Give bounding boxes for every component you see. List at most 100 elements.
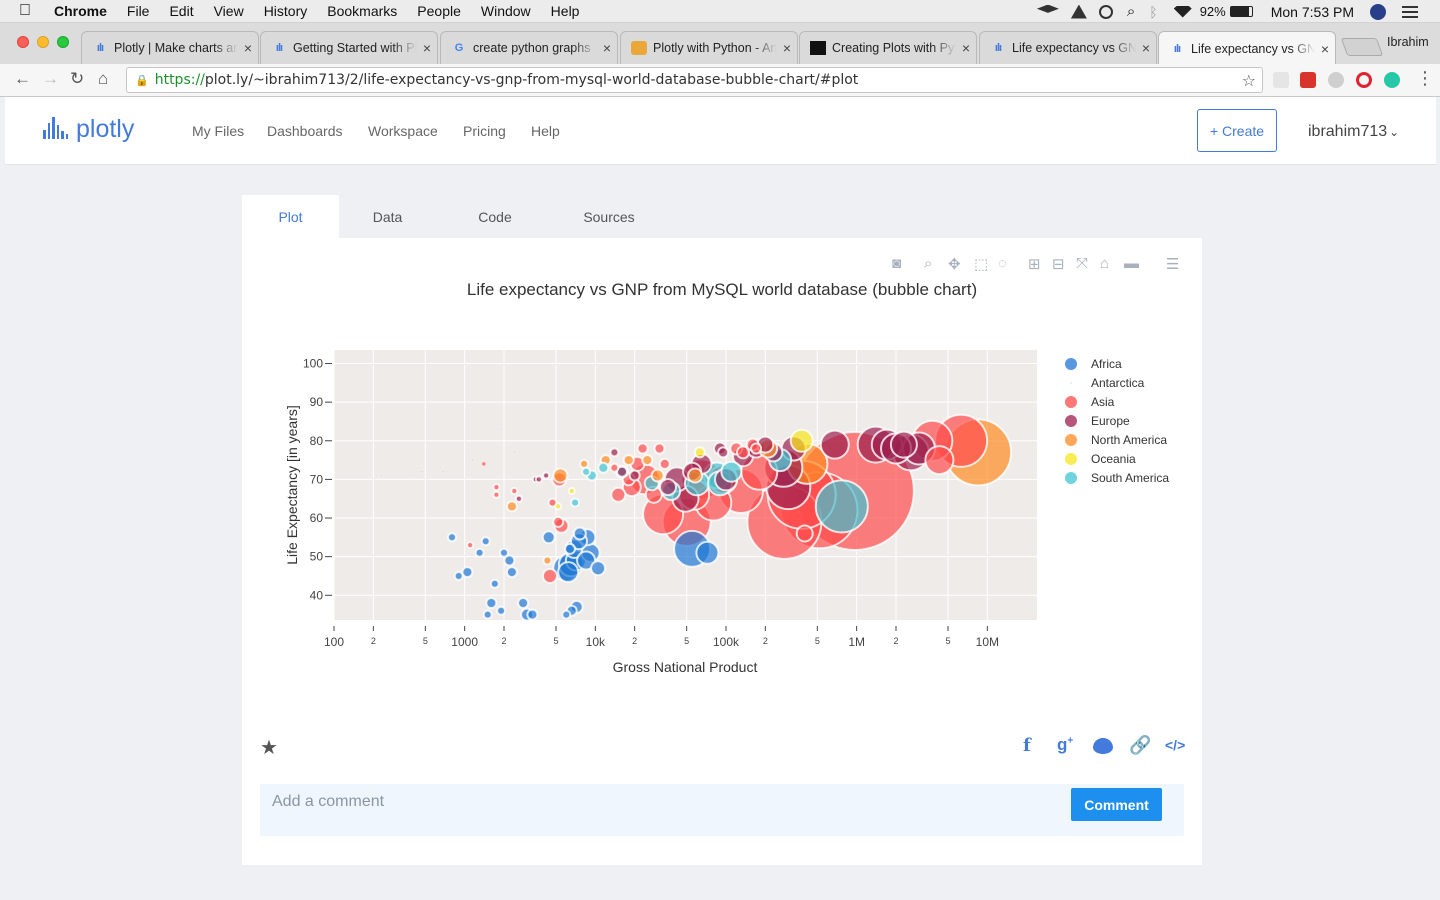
browser-tab[interactable]: Creating Plots with Python × bbox=[799, 31, 977, 64]
apple-icon[interactable]:  bbox=[19, 2, 35, 20]
bubble-africa[interactable] bbox=[485, 597, 498, 609]
close-tab-icon[interactable]: × bbox=[602, 40, 612, 56]
bubble-north-america[interactable] bbox=[579, 458, 590, 469]
bubble-europe[interactable] bbox=[628, 469, 641, 482]
bubble-south-america[interactable] bbox=[581, 466, 592, 477]
os-menu-history[interactable]: History bbox=[263, 3, 308, 19]
bluetooth-icon[interactable]: ᛒ bbox=[1149, 3, 1158, 20]
bubble-asia[interactable] bbox=[636, 442, 649, 455]
close-tab-icon[interactable]: × bbox=[961, 40, 971, 56]
close-tab-icon[interactable]: × bbox=[1320, 40, 1330, 57]
bubble-asia[interactable] bbox=[492, 483, 501, 492]
nav-my-files[interactable]: My Files bbox=[192, 123, 245, 139]
comment-button[interactable]: Comment bbox=[1071, 788, 1162, 821]
lasso-icon[interactable]: ◌ bbox=[998, 255, 1007, 272]
bubble-asia[interactable] bbox=[653, 442, 666, 455]
bubble-africa[interactable] bbox=[590, 560, 607, 577]
favorite-star-icon[interactable]: ★ bbox=[260, 737, 278, 759]
bubble-africa[interactable] bbox=[480, 536, 491, 547]
bubble-africa[interactable] bbox=[541, 530, 556, 545]
bubble-oceania[interactable] bbox=[789, 428, 814, 453]
close-tab-icon[interactable]: × bbox=[1141, 40, 1151, 56]
notification-center-icon[interactable] bbox=[1402, 5, 1418, 18]
bubble-north-america[interactable] bbox=[505, 500, 518, 513]
zoom-out-icon[interactable]: ⊟ bbox=[1052, 256, 1065, 273]
bubble-antarctica[interactable] bbox=[441, 470, 445, 473]
bubble-europe[interactable] bbox=[542, 471, 551, 480]
create-button[interactable]: + Create bbox=[1197, 109, 1277, 152]
sync-icon[interactable] bbox=[1098, 4, 1113, 19]
opera-icon[interactable] bbox=[1356, 72, 1372, 88]
browser-tab[interactable]: Plotly with Python - Anaconda × bbox=[620, 31, 798, 64]
bubbles[interactable] bbox=[380, 413, 1013, 622]
nav-workspace[interactable]: Workspace bbox=[368, 123, 438, 139]
bubble-south-america[interactable] bbox=[720, 460, 743, 483]
bubble-oceania[interactable] bbox=[567, 487, 576, 495]
twitter-icon[interactable] bbox=[1093, 738, 1113, 754]
address-bar[interactable]: 🔒 https://plot.ly/~ibrahim713/2/life-exp… bbox=[126, 67, 1263, 93]
bubble-north-america[interactable] bbox=[542, 555, 553, 566]
legend-item[interactable]: Asia bbox=[1065, 395, 1115, 409]
bubble-africa[interactable] bbox=[695, 540, 720, 565]
bubble-north-america[interactable] bbox=[622, 454, 635, 467]
extension-m-icon[interactable] bbox=[1384, 72, 1400, 88]
bubble-south-america[interactable] bbox=[570, 497, 581, 508]
bubble-africa[interactable] bbox=[526, 608, 539, 621]
os-menu-edit[interactable]: Edit bbox=[169, 3, 194, 19]
profile-name[interactable]: Ibrahim bbox=[1387, 35, 1429, 49]
bubble-africa[interactable] bbox=[557, 561, 580, 584]
tab-sources[interactable]: Sources bbox=[583, 208, 635, 225]
bubble-africa[interactable] bbox=[461, 566, 474, 579]
bubble-antarctica[interactable] bbox=[420, 470, 424, 473]
close-window-button[interactable] bbox=[17, 36, 29, 48]
nav-dashboards[interactable]: Dashboards bbox=[267, 123, 343, 139]
bubble-africa[interactable] bbox=[489, 578, 500, 589]
bubble-africa[interactable] bbox=[517, 597, 530, 609]
bubble-asia[interactable] bbox=[552, 515, 565, 528]
bubble-south-america[interactable] bbox=[814, 479, 869, 534]
wifi-icon[interactable] bbox=[1173, 5, 1192, 18]
bubble-antarctica[interactable] bbox=[471, 458, 474, 462]
bubble-asia[interactable] bbox=[924, 445, 955, 476]
bubble-europe[interactable] bbox=[609, 447, 620, 458]
bubble-chart[interactable]: Life expectancy vs GNP from MySQL world … bbox=[242, 275, 1202, 695]
fullscreen-window-button[interactable] bbox=[57, 36, 69, 48]
legend-item[interactable]: Antarctica bbox=[1070, 376, 1145, 390]
tab-plot[interactable]: Plot bbox=[242, 195, 339, 238]
bubble-north-america[interactable] bbox=[641, 454, 654, 467]
bubble-europe[interactable] bbox=[717, 446, 730, 459]
bubble-africa[interactable] bbox=[576, 550, 597, 571]
bubble-asia[interactable] bbox=[492, 490, 501, 499]
bubble-africa[interactable] bbox=[564, 542, 576, 555]
compare-hover-icon[interactable]: ▬ bbox=[1124, 255, 1139, 272]
facebook-icon[interactable]: f bbox=[1023, 735, 1031, 756]
legend-item[interactable]: South America bbox=[1065, 471, 1169, 485]
autoscale-icon[interactable]: ⤧ bbox=[1076, 255, 1089, 272]
bubble-asia[interactable] bbox=[609, 462, 620, 473]
minimize-window-button[interactable] bbox=[37, 36, 49, 48]
legend-item[interactable]: Africa bbox=[1065, 357, 1122, 371]
os-menu-file[interactable]: File bbox=[126, 3, 150, 19]
os-menu-window[interactable]: Window bbox=[480, 3, 531, 19]
close-tab-icon[interactable]: × bbox=[422, 40, 432, 56]
bubble-europe[interactable] bbox=[889, 430, 918, 459]
bubble-south-america[interactable] bbox=[597, 461, 610, 474]
bubble-africa[interactable] bbox=[474, 547, 485, 558]
legend-item[interactable]: Europe bbox=[1065, 414, 1130, 428]
bubble-africa[interactable] bbox=[503, 554, 516, 567]
os-menu-chrome[interactable]: Chrome bbox=[54, 3, 107, 19]
os-menu-bookmarks[interactable]: Bookmarks bbox=[327, 3, 398, 19]
browser-tab[interactable]: ılı Life expectancy vs GNP × bbox=[1158, 31, 1336, 65]
bubble-oceania[interactable] bbox=[693, 446, 706, 459]
forward-icon[interactable]: → bbox=[42, 69, 59, 88]
bubble-asia[interactable] bbox=[542, 568, 558, 584]
legend-item[interactable]: North America bbox=[1065, 433, 1167, 447]
box-select-icon[interactable]: ⬚ bbox=[974, 256, 989, 273]
camera-icon[interactable]: ◙ bbox=[892, 255, 902, 272]
bubble-africa[interactable] bbox=[496, 605, 507, 616]
lock-icon[interactable]: 🔒 bbox=[135, 73, 149, 87]
link-icon[interactable]: 🔗 bbox=[1129, 735, 1152, 755]
browser-menu-icon[interactable]: ⋮ bbox=[1416, 68, 1434, 88]
google-plus-icon[interactable]: g+ bbox=[1057, 735, 1074, 754]
